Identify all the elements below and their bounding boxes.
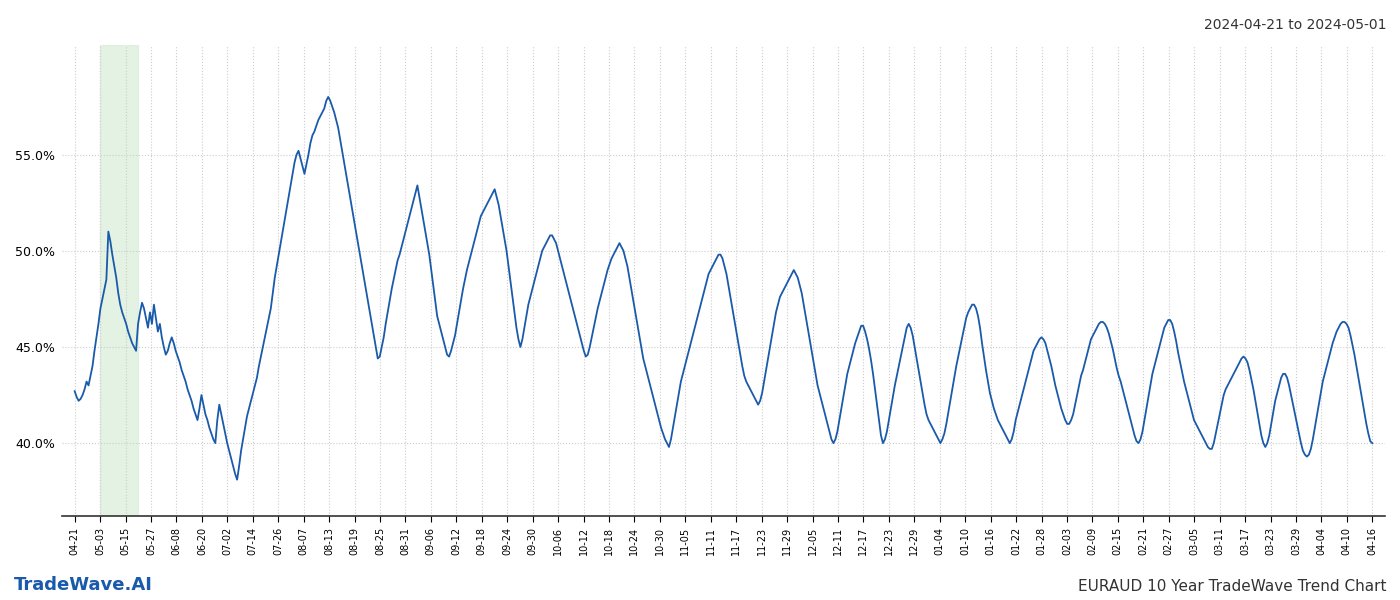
Bar bbox=[101, 45, 139, 516]
Text: TradeWave.AI: TradeWave.AI bbox=[14, 576, 153, 594]
Text: EURAUD 10 Year TradeWave Trend Chart: EURAUD 10 Year TradeWave Trend Chart bbox=[1078, 579, 1386, 594]
Text: 2024-04-21 to 2024-05-01: 2024-04-21 to 2024-05-01 bbox=[1204, 18, 1386, 32]
